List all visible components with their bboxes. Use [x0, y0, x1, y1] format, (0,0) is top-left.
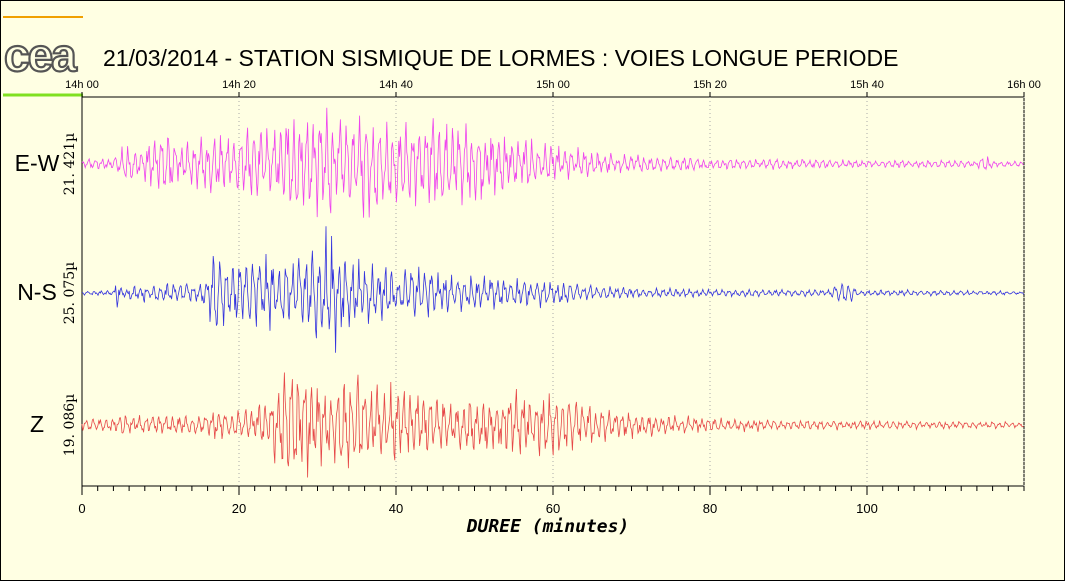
x-tick-label: 40: [389, 501, 403, 516]
logo-text: cea: [4, 29, 77, 81]
x-axis-title: DUREE (minutes): [466, 516, 630, 537]
x-tick-label: 0: [78, 501, 85, 516]
top-axis-tick-label: 15h 00: [536, 79, 570, 91]
channel-scale-label: 21. 421µ: [62, 133, 78, 196]
channel-scale-label: 19. 086µ: [62, 394, 78, 457]
channel-name-label: N-S: [17, 279, 57, 305]
x-tick-label: 60: [546, 501, 560, 516]
top-axis-tick-label: 14h 20: [222, 79, 256, 91]
channel-name-label: Z: [30, 411, 44, 437]
top-axis-tick-label: 14h 40: [379, 79, 413, 91]
trace-e-w: [81, 107, 1024, 218]
x-tick-label: 100: [856, 501, 878, 516]
trace-n-s: [81, 226, 1024, 353]
channel-labels: E-W 21. 421µ N-S 25. 075µ Z 19. 086µ: [15, 133, 78, 457]
x-tick-label: 20: [232, 501, 246, 516]
x-tick-label: 80: [703, 501, 717, 516]
trace-z: [81, 372, 1024, 478]
top-axis-tick-label: 16h 00: [1007, 79, 1041, 91]
logo: cea: [3, 16, 83, 97]
top-axis-tick-label: 15h 40: [850, 79, 884, 91]
channel-scale-label: 25. 075µ: [62, 262, 78, 325]
top-axis-tick-label: 14h 00: [65, 79, 99, 91]
traces: [81, 107, 1024, 478]
chart-title: 21/03/2014 - STATION SISMIQUE DE LORMES …: [103, 45, 898, 71]
top-axis-tick-label: 15h 20: [693, 79, 727, 91]
channel-name-label: E-W: [15, 150, 60, 176]
